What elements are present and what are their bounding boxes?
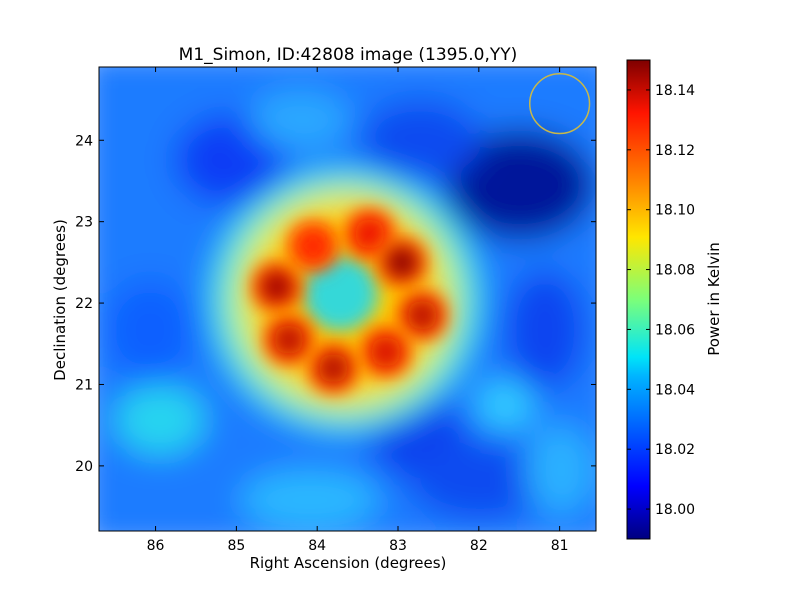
- y-tick-label: 23: [75, 215, 93, 231]
- colorbar-label: Power in Kelvin: [705, 242, 723, 356]
- y-tick-label: 22: [75, 296, 93, 312]
- y-tick-label: 20: [75, 459, 93, 475]
- colorbar-frame: [626, 59, 651, 540]
- plot-frame: [98, 66, 597, 532]
- colorbar-tick-label: 18.06: [655, 322, 695, 338]
- source-core: [354, 218, 385, 249]
- source-core: [273, 324, 304, 355]
- beam-marker-circle: [528, 72, 591, 135]
- source-core: [370, 336, 401, 367]
- colorbar-tick-label: 18.00: [655, 502, 695, 518]
- source-blob: [287, 220, 340, 273]
- x-axis: 86 85 84 83 82 81: [147, 67, 569, 554]
- source-blob: [359, 325, 412, 378]
- x-tick-label: 86: [147, 538, 165, 554]
- colorbar-tick-label: 18.02: [655, 442, 695, 458]
- y-tick-label: 24: [75, 133, 93, 149]
- source-blob: [376, 236, 429, 289]
- heatmap-area: [99, 67, 596, 531]
- source-blob: [250, 260, 303, 313]
- source-core: [387, 247, 418, 278]
- x-tick-label: 84: [308, 538, 326, 554]
- colorbar: [627, 60, 650, 539]
- x-tick-label: 83: [389, 538, 407, 554]
- chart-title: M1_Simon, ID:42808 image (1395.0,YY): [179, 45, 518, 65]
- y-axis: 20 21 22 23 24: [75, 133, 596, 475]
- source-blob: [262, 313, 315, 366]
- source-core: [261, 271, 292, 302]
- x-tick-label: 85: [227, 538, 245, 554]
- source-blob: [307, 342, 360, 395]
- colorbar-tick-label: 18.10: [655, 203, 695, 219]
- x-axis-label: Right Ascension (degrees): [250, 554, 447, 572]
- y-tick-label: 21: [75, 377, 93, 393]
- colorbar-tick-label: 18.08: [655, 263, 695, 279]
- colorbar-tick-label: 18.04: [655, 382, 695, 398]
- central-cavity: [302, 255, 378, 331]
- source-core: [407, 300, 438, 331]
- source-core: [298, 231, 329, 262]
- sources-layer: [250, 207, 449, 395]
- colorbar-tick-label: 18.14: [655, 83, 695, 99]
- colorbar-tick-label: 18.12: [655, 143, 695, 159]
- source-core: [318, 353, 349, 384]
- x-tick-label: 82: [470, 538, 488, 554]
- colorbar-ticks: 18.00 18.02 18.04 18.06 18.08 18.10 18.12 18.14: [627, 83, 695, 518]
- y-axis-label: Declination (degrees): [51, 219, 69, 381]
- x-tick-label: 81: [551, 538, 569, 554]
- source-blob: [396, 289, 449, 342]
